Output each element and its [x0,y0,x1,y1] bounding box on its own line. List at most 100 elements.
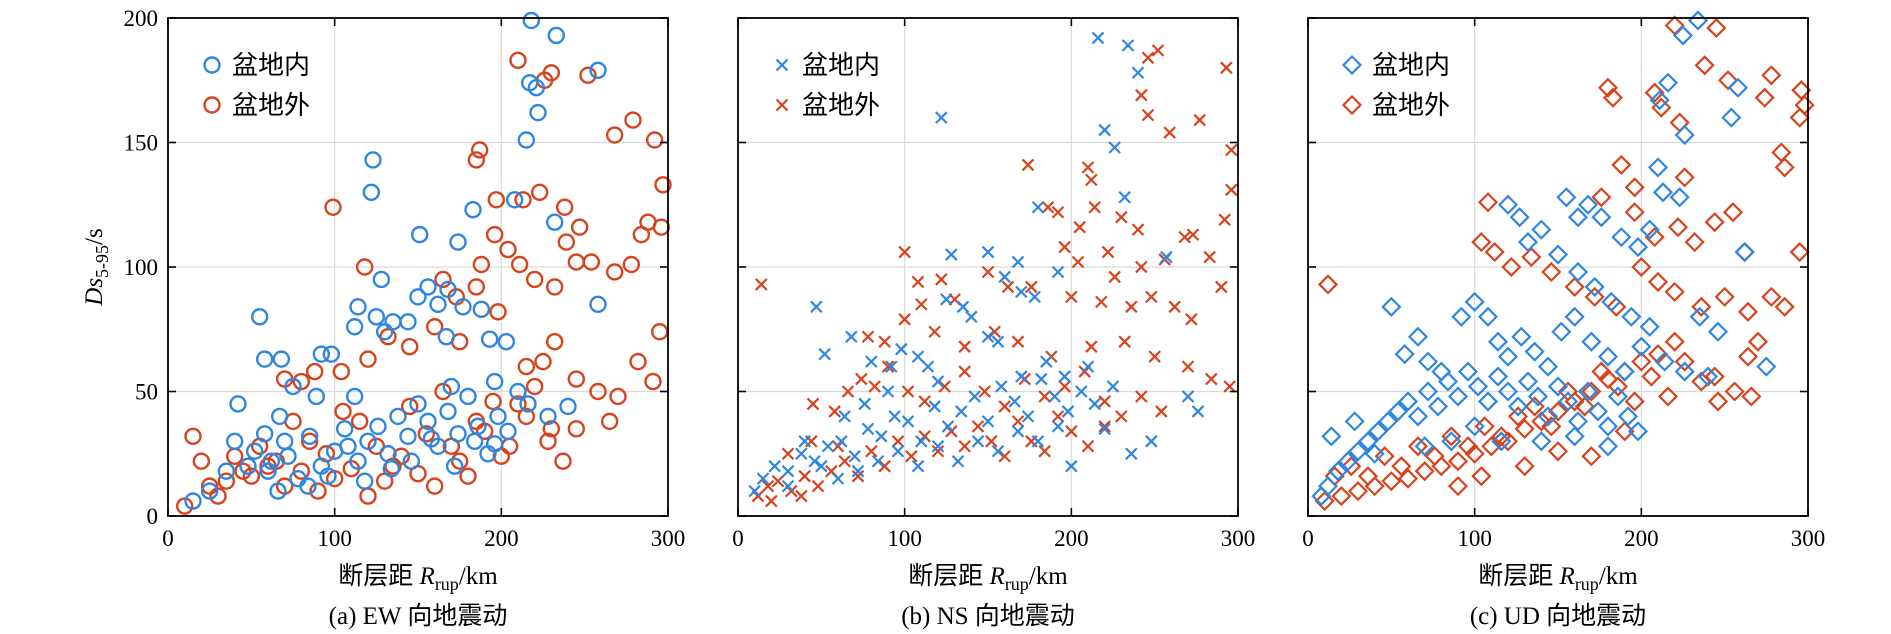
point-inside-basin [1524,341,1545,362]
point-outside-basin [1331,486,1352,507]
point-outside-basin [1193,113,1206,127]
point-outside-basin [567,370,586,388]
point-inside-basin [375,323,394,341]
point-inside-basin [1614,361,1635,382]
point-inside-basin [1601,291,1622,312]
point-outside-basin [1151,44,1165,57]
point-outside-basin [1614,421,1635,442]
point-outside-basin [1347,481,1369,502]
point-inside-basin [1447,386,1469,407]
point-inside-basin [339,437,357,455]
point-outside-basin [499,240,517,259]
point-inside-basin [1106,380,1120,393]
point-outside-basin [1602,87,1624,108]
x-tick-label: 100 [1457,526,1492,551]
point-inside-basin [1031,435,1045,448]
point-inside-basin [454,298,472,316]
point-outside-basin [485,225,504,244]
point-inside-basin [971,435,985,448]
point-outside-basin [1186,228,1200,241]
point-inside-basin [1407,406,1429,427]
x-tick-label: 200 [484,526,519,551]
point-outside-basin [1205,372,1218,386]
point-inside-basin [1611,227,1632,248]
point-inside-basin [399,427,417,446]
x-axis-title: 断层距 Rrup/km [908,562,1068,594]
point-outside-basin [359,487,377,505]
point-inside-basin [998,270,1011,284]
point-outside-basin [1381,471,1402,492]
point-outside-basin [242,467,261,485]
point-outside-basin [971,420,985,433]
point-inside-basin [1487,331,1509,352]
point-outside-basin [645,131,664,149]
point-inside-basin [1756,356,1777,377]
point-inside-basin [272,350,291,368]
point-outside-basin [1477,192,1499,213]
point-outside-basin [1021,158,1035,172]
point-inside-basin [1098,123,1111,137]
point-inside-basin [848,449,861,463]
point-inside-basin [505,191,524,209]
point-outside-basin [1125,300,1138,314]
point-inside-basin [1327,461,1349,482]
point-inside-basin [442,377,461,396]
point-outside-basin [539,432,557,450]
point-inside-basin [871,454,885,468]
point-outside-basin [400,397,419,416]
x-tick-label: 0 [1302,526,1314,551]
point-inside-basin [1497,381,1519,402]
point-inside-basin [362,183,381,202]
point-outside-basin [1611,154,1632,175]
x-tick-label: 0 [732,526,744,551]
point-inside-basin [429,295,447,314]
point-inside-basin [1394,344,1415,365]
point-outside-basin [557,233,576,251]
point-inside-basin [1584,276,1605,297]
legend-marker [775,58,789,72]
point-outside-basin [1647,271,1669,292]
point-inside-basin [345,318,364,336]
point-inside-basin [275,432,294,450]
point-inside-basin [951,454,965,468]
point-outside-basin [632,225,651,244]
point-inside-basin [991,335,1005,348]
point-outside-basin [654,176,672,194]
point-outside-basin [1547,441,1569,462]
point-inside-basin [547,26,566,45]
x-axis-title-prefix: 断层距 [1478,562,1559,590]
point-inside-basin [1131,66,1145,80]
point-inside-basin [858,397,871,411]
point-outside-basin [450,452,469,470]
point-inside-basin [1381,296,1402,317]
point-inside-basin [250,308,269,326]
point-outside-basin [175,497,194,515]
point-outside-basin [931,444,945,458]
point-outside-basin [332,362,351,381]
point-outside-basin [1141,51,1155,65]
point-inside-basin [845,330,858,343]
point-inside-basin [1451,306,1472,327]
point-outside-basin [1058,380,1071,393]
point-inside-basin [384,313,402,331]
point-outside-basin [878,459,891,473]
point-outside-basin [1141,108,1155,122]
point-outside-basin [234,462,252,480]
point-inside-basin [1091,31,1105,45]
point-inside-basin [545,213,564,231]
point-inside-basin [255,350,274,368]
legend-marker [775,98,789,112]
point-inside-basin [322,345,341,363]
x-tick-label: 300 [1221,526,1256,551]
point-outside-basin [1135,88,1148,102]
point-outside-basin [609,387,627,406]
point-inside-basin [901,415,915,428]
point-outside-basin [1215,280,1228,294]
point-inside-basin [499,422,517,441]
point-outside-basin [355,258,374,276]
point-inside-basin [991,444,1005,458]
point-inside-basin [1511,326,1532,347]
point-inside-basin [419,278,437,296]
y-tick-label: 100 [124,255,159,280]
